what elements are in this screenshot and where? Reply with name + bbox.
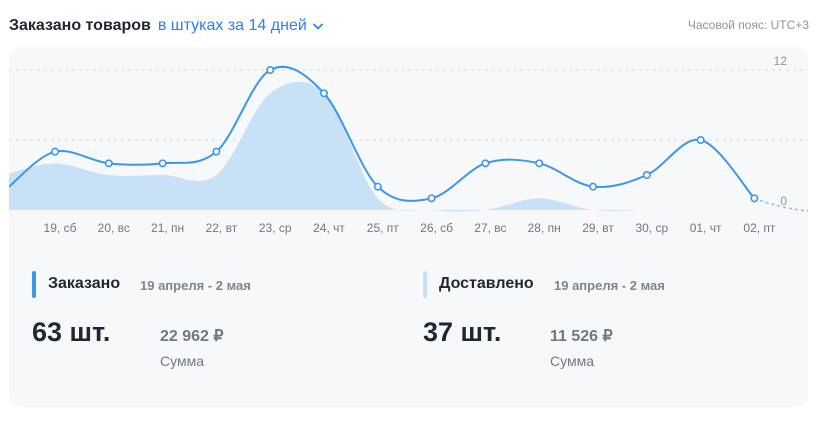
y-tick-label: 0 [780,194,787,208]
x-tick-label: 26, сб [420,221,453,235]
x-tick-label: 25, пт [367,221,400,235]
delivered-label: Доставлено [439,275,534,292]
data-point [319,89,328,98]
ordered-sum: 22 962 ₽ [160,328,224,345]
period-dropdown[interactable]: в штуках за 14 дней [158,17,323,35]
x-tick-label: 27, вс [474,221,506,235]
period-label: в штуках за 14 дней [157,17,307,34]
data-point [427,194,436,203]
x-tick-label: 02, пт [743,221,776,235]
x-tick-label: 22, вт [206,221,238,235]
data-point [588,182,597,191]
x-tick-label: 24, чт [313,221,345,235]
x-tick-label: 01, чт [690,221,722,235]
series-delivered-area [9,81,808,212]
delivered-sum-label: Сумма [550,353,594,369]
delivered-range: 19 апреля - 2 мая [554,278,665,293]
data-point [642,171,651,180]
x-tick-label: 19, сб [44,221,77,235]
x-tick-label: 20, вс [98,221,130,235]
orders-card: 12 0 19, сб 20, вс 21, пн 22, вт 23, ср 24, чт 2… [9,47,808,407]
data-point [50,147,59,156]
orders-chart: 12 0 19, сб 20, вс 21, пн 22, вт 23, ср 24, чт 2… [9,54,808,235]
x-tick-label: 23, ср [259,221,292,235]
delivered-legend-bar [423,271,427,298]
ordered-range: 19 апреля - 2 мая [140,278,251,293]
data-point [158,159,167,168]
delivered-sum: 11 526 ₽ [550,328,613,345]
data-point [750,194,759,203]
data-point [104,159,113,168]
x-tick-label: 28, пн [528,221,561,235]
data-point [212,147,221,156]
y-tick-label: 12 [774,54,788,68]
x-tick-label: 30, ср [635,221,668,235]
chevron-down-icon [312,23,323,29]
data-point [481,159,490,168]
data-point [696,136,705,145]
page-title: Заказано товаров [9,17,151,34]
ordered-count: 63 шт. [32,317,111,347]
x-tick-label: 29, вт [582,221,614,235]
delivered-count: 37 шт. [423,317,502,347]
ordered-sum-label: Сумма [160,353,204,369]
timezone-label: Часовой пояс: UTC+3 [687,18,809,32]
data-point [535,159,544,168]
series-ordered-tail [754,197,808,212]
data-point [266,65,275,74]
x-tick-label: 21, пн [151,221,184,235]
header: Заказано товаров в штуках за 14 дней [9,14,323,38]
ordered-label: Заказано [48,275,121,292]
ordered-legend-bar [32,271,36,298]
data-point [373,182,382,191]
